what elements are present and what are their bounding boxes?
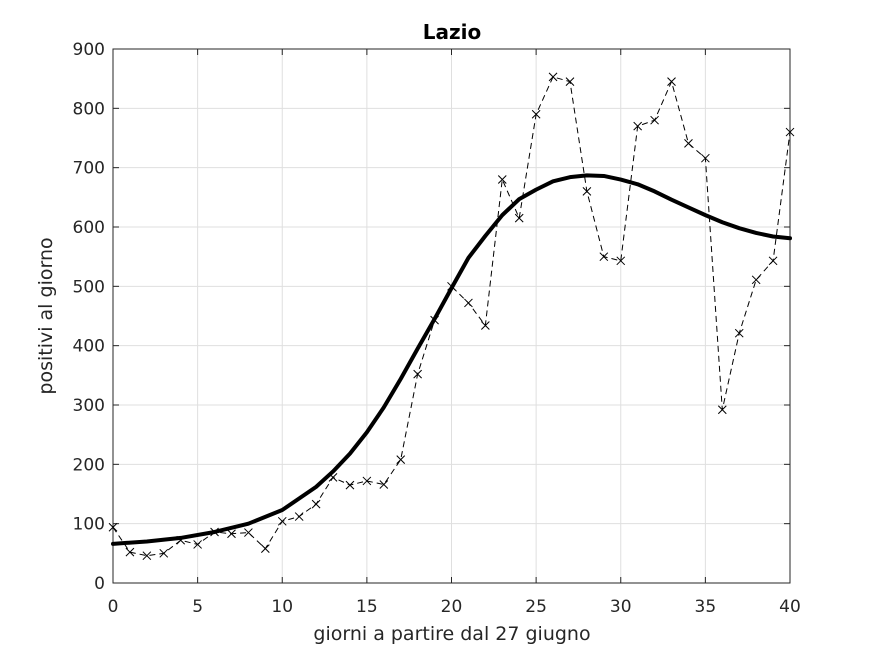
data-point-marker — [531, 109, 541, 119]
data-point-marker — [464, 298, 473, 308]
data-point-marker — [717, 405, 727, 415]
y-tick-label: 500 — [73, 277, 105, 297]
data-point-marker — [514, 213, 524, 223]
data-point-marker — [345, 480, 355, 490]
data-point-marker — [125, 547, 135, 557]
y-tick-label: 200 — [73, 455, 105, 475]
y-tick-label: 300 — [73, 396, 105, 416]
x-axis-label: giorni a partire dal 27 giugno — [313, 623, 590, 645]
x-tick-label: 20 — [441, 597, 463, 617]
data-point-marker — [667, 77, 676, 86]
chart-title: Lazio — [423, 20, 481, 44]
data-point-marker — [244, 528, 253, 537]
data-point-marker — [379, 480, 389, 489]
x-tick-label: 35 — [695, 597, 717, 617]
data-point-marker — [548, 72, 558, 82]
data-point-marker — [565, 77, 575, 86]
data-point-marker — [142, 551, 152, 561]
x-tick-label: 25 — [525, 597, 547, 617]
x-tick-label: 40 — [779, 597, 801, 617]
data-point-marker — [785, 127, 795, 137]
data-point-marker — [734, 328, 744, 338]
data-point-marker — [193, 540, 202, 549]
fit-curve-line — [111, 173, 792, 546]
x-tick-label: 5 — [192, 597, 203, 617]
data-point-marker — [582, 187, 592, 196]
data-point-marker — [260, 544, 270, 553]
data-point-marker — [108, 522, 118, 532]
data-point-marker — [768, 256, 778, 266]
series — [108, 72, 795, 561]
data-point-marker — [227, 529, 236, 539]
y-tick-label: 900 — [73, 40, 105, 60]
data-point-marker — [497, 175, 507, 184]
y-tick-label: 400 — [73, 337, 105, 357]
data-point-marker — [413, 369, 423, 379]
data-point-marker — [362, 476, 372, 486]
data-point-marker — [277, 516, 287, 526]
data-point-marker — [701, 153, 710, 163]
daily-positives-line — [112, 76, 791, 557]
x-tick-label: 0 — [108, 597, 119, 617]
x-tick-label: 10 — [271, 597, 293, 617]
grid — [113, 49, 790, 583]
data-point-marker — [599, 252, 609, 262]
data-point-marker — [480, 321, 490, 330]
data-point-marker — [294, 512, 304, 521]
y-tick-label: 0 — [94, 574, 105, 594]
axis-ticks: 0 5 10 15 20 25 30 35 40010020030040050060070080… — [73, 40, 801, 617]
data-point-marker — [616, 256, 626, 266]
data-point-marker — [650, 115, 659, 125]
data-point-marker — [311, 499, 321, 509]
data-point-marker — [751, 275, 761, 285]
y-tick-label: 700 — [73, 159, 105, 179]
y-tick-label: 100 — [73, 515, 105, 535]
x-tick-label: 15 — [356, 597, 378, 617]
data-point-marker — [633, 121, 643, 131]
y-tick-label: 800 — [73, 99, 105, 119]
x-tick-label: 30 — [610, 597, 632, 617]
data-point-marker — [159, 548, 169, 558]
y-axis-label: positivi al giorno — [35, 237, 57, 394]
data-point-marker — [396, 455, 406, 464]
data-point-marker — [684, 138, 693, 148]
y-tick-label: 600 — [73, 218, 105, 238]
